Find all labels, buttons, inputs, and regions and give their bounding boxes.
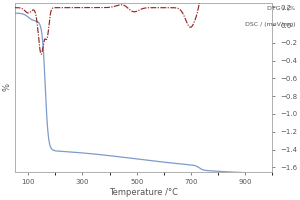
Y-axis label: %: % [3,83,12,91]
Text: DTG / (%: DTG / (% [267,6,296,11]
Text: DSC / (meV/mg): DSC / (meV/mg) [245,22,296,27]
X-axis label: Temperature /°C: Temperature /°C [109,188,178,197]
